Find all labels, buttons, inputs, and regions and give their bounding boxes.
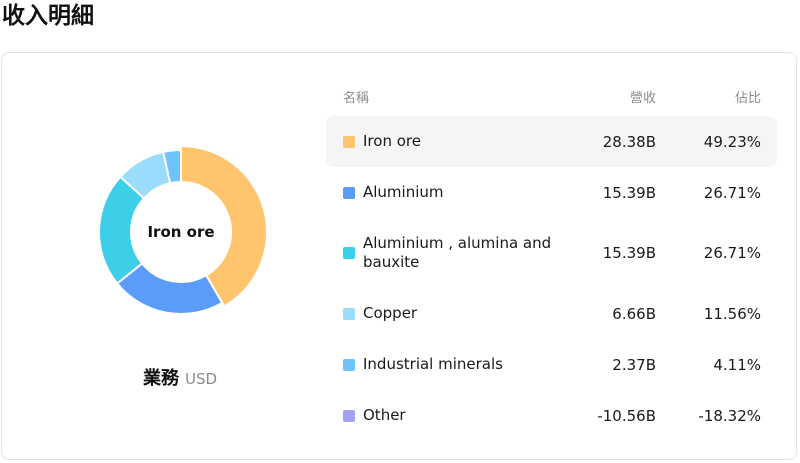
donut-chart-svg [98, 144, 268, 315]
chart-caption-unit: USD [184, 370, 218, 388]
legend-swatch [343, 186, 355, 199]
table-row[interactable]: Aluminium 15.39B 26.71% [326, 167, 777, 218]
row-name: Copper [363, 304, 418, 322]
page-title: 收入明細 [2, 3, 94, 29]
row-revenue: 6.66B [612, 304, 656, 323]
legend-swatch [343, 135, 355, 148]
revenue-breakdown-card: Iron ore 業務 USD 名稱 營收 佔比 Iron ore 28.38B … [1, 52, 797, 460]
row-share: -18.32% [698, 406, 761, 425]
row-name: Aluminium , alumina and bauxite [363, 234, 552, 271]
row-name: Industrial minerals [363, 355, 503, 373]
breakdown-table: 名稱 營收 佔比 Iron ore 28.38B 49.23% Aluminiu… [326, 81, 777, 441]
donut-slice-industrial-minerals[interactable] [162, 148, 182, 185]
legend-swatch [343, 409, 355, 422]
header-name: 名稱 [343, 91, 370, 106]
table-row[interactable]: Industrial minerals 2.37B 4.11% [326, 339, 777, 390]
row-revenue: -10.56B [597, 406, 656, 425]
table-row[interactable]: Iron ore 28.38B 49.23% [326, 116, 777, 167]
row-revenue: 15.39B [602, 183, 656, 202]
chart-caption-title: 業務 [142, 368, 179, 389]
row-name: Other [363, 406, 406, 424]
row-revenue: 28.38B [602, 132, 656, 151]
table-row[interactable]: Other -10.56B -18.32% [326, 390, 777, 441]
legend-swatch [343, 307, 355, 320]
donut-chart: Iron ore [96, 144, 268, 317]
row-share: 26.71% [703, 183, 761, 202]
header-share: 佔比 [734, 91, 761, 106]
row-name: Iron ore [363, 132, 421, 150]
row-share: 49.23% [703, 132, 761, 151]
row-revenue: 15.39B [602, 244, 656, 262]
row-share: 26.71% [703, 244, 761, 262]
row-share: 11.56% [703, 304, 761, 323]
row-name: Aluminium [363, 183, 444, 201]
row-share: 4.11% [713, 355, 761, 374]
donut-slice-iron-ore[interactable] [180, 144, 268, 308]
table-row[interactable]: Aluminium , alumina and bauxite 15.39B 2… [326, 218, 777, 288]
legend-swatch [343, 358, 355, 371]
header-revenue: 營收 [629, 91, 656, 106]
row-revenue: 2.37B [612, 355, 656, 374]
chart-caption: 業務 USD [2, 365, 358, 393]
table-header: 名稱 營收 佔比 [326, 81, 777, 111]
table-row[interactable]: Copper 6.66B 11.56% [326, 288, 777, 339]
legend-swatch [343, 247, 355, 259]
